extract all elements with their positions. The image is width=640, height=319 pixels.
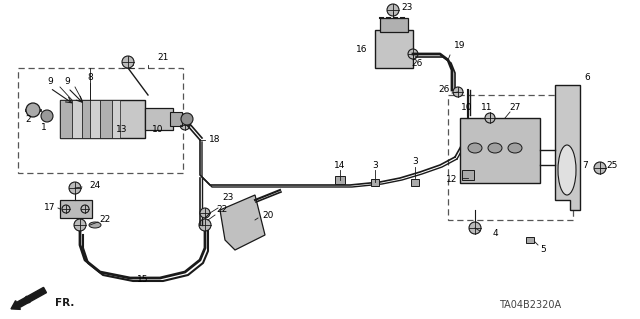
- Text: 23: 23: [222, 192, 234, 202]
- Bar: [18, 68, 183, 173]
- Bar: [462, 170, 474, 180]
- Polygon shape: [555, 85, 580, 210]
- Text: 22: 22: [99, 216, 111, 225]
- Text: 10: 10: [461, 103, 473, 113]
- Bar: [411, 179, 419, 186]
- Bar: [112, 100, 120, 138]
- Circle shape: [408, 49, 418, 59]
- Circle shape: [485, 113, 495, 123]
- Text: 24: 24: [90, 181, 100, 189]
- FancyArrow shape: [11, 287, 47, 309]
- Text: 25: 25: [606, 160, 618, 169]
- Circle shape: [74, 219, 86, 231]
- Bar: [60, 100, 145, 138]
- Bar: [82, 100, 90, 138]
- Ellipse shape: [508, 143, 522, 153]
- Text: 3: 3: [372, 160, 378, 169]
- Text: 17: 17: [44, 204, 56, 212]
- Bar: [60, 200, 92, 218]
- Circle shape: [469, 222, 481, 234]
- Circle shape: [122, 56, 134, 68]
- Polygon shape: [220, 195, 265, 250]
- Text: 7: 7: [582, 160, 588, 169]
- Text: 23: 23: [401, 3, 413, 11]
- Bar: [60, 100, 72, 138]
- Text: 27: 27: [509, 103, 521, 113]
- Circle shape: [41, 110, 53, 122]
- Text: 6: 6: [584, 73, 590, 83]
- Text: 26: 26: [438, 85, 450, 94]
- Text: 19: 19: [454, 41, 466, 49]
- Text: 4: 4: [492, 228, 498, 238]
- Bar: [460, 118, 540, 183]
- Text: 20: 20: [262, 211, 274, 219]
- Circle shape: [62, 205, 70, 213]
- Text: 18: 18: [209, 136, 221, 145]
- Circle shape: [69, 182, 81, 194]
- Text: 15: 15: [137, 276, 148, 285]
- Bar: [448, 95, 573, 220]
- Text: 9: 9: [64, 78, 70, 86]
- Ellipse shape: [558, 145, 576, 195]
- Text: 3: 3: [412, 158, 418, 167]
- Circle shape: [453, 87, 463, 97]
- Text: FR.: FR.: [55, 298, 74, 308]
- Text: 21: 21: [157, 54, 169, 63]
- Bar: [371, 179, 379, 186]
- Ellipse shape: [89, 222, 101, 228]
- Bar: [100, 100, 112, 138]
- Bar: [375, 30, 413, 68]
- Circle shape: [180, 120, 190, 130]
- Bar: [526, 237, 534, 243]
- Bar: [380, 18, 408, 32]
- Bar: [72, 100, 82, 138]
- Text: 12: 12: [446, 175, 458, 184]
- Circle shape: [199, 219, 211, 231]
- Text: 10: 10: [152, 125, 164, 135]
- Ellipse shape: [468, 143, 482, 153]
- Text: 11: 11: [481, 103, 493, 113]
- Text: 16: 16: [356, 46, 368, 55]
- Circle shape: [387, 4, 399, 16]
- Text: 14: 14: [334, 160, 346, 169]
- Text: 2: 2: [25, 115, 31, 124]
- Text: TA04B2320A: TA04B2320A: [499, 300, 561, 310]
- Circle shape: [181, 113, 193, 125]
- Bar: [170, 112, 182, 126]
- Text: 9: 9: [47, 78, 53, 86]
- Circle shape: [26, 103, 40, 117]
- Text: 13: 13: [116, 125, 128, 135]
- Text: 1: 1: [41, 123, 47, 132]
- Text: 22: 22: [216, 205, 228, 214]
- Circle shape: [200, 208, 210, 218]
- Text: 8: 8: [87, 73, 93, 83]
- Bar: [90, 100, 100, 138]
- Circle shape: [81, 205, 89, 213]
- Text: 26: 26: [412, 58, 422, 68]
- Circle shape: [594, 162, 606, 174]
- Text: 5: 5: [540, 246, 546, 255]
- Bar: [145, 108, 173, 130]
- Bar: [335, 176, 345, 184]
- Ellipse shape: [488, 143, 502, 153]
